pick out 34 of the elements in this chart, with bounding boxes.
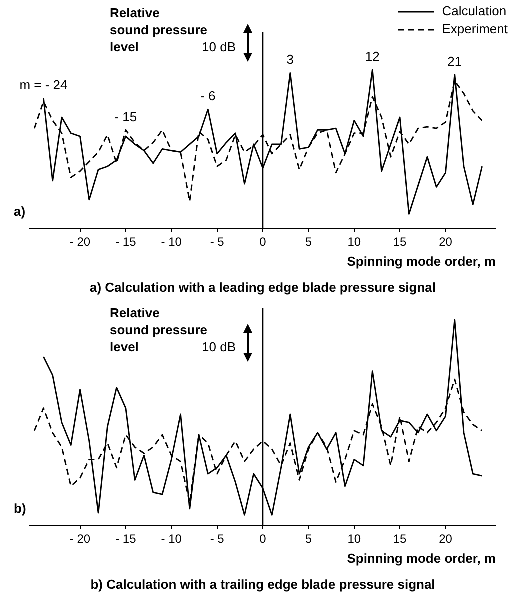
x-tick-label: 5 <box>305 532 312 546</box>
x-tick-label: 5 <box>305 234 312 249</box>
x-tick-label: - 20 <box>70 234 91 249</box>
x-tick-label: 15 <box>393 234 408 249</box>
annotation: - 15 <box>114 109 138 124</box>
annotation: 10 dB <box>202 340 236 355</box>
x-tick-label: 0 <box>260 234 267 249</box>
legend-label: Experiment <box>442 22 508 37</box>
x-tick-label: 15 <box>393 532 408 546</box>
text: 10 dB <box>202 40 236 55</box>
annotation: - 6 <box>200 88 216 104</box>
annotation: 12 <box>365 49 380 64</box>
x-axis-title: Spinning mode order, m <box>347 254 496 270</box>
x-axis-title: Spinning mode order, m <box>347 551 496 566</box>
text: a) <box>14 204 26 219</box>
text: a) Calculation with a leading edge blade pressure signal <box>90 280 436 295</box>
annotation: m = - 24 <box>20 78 68 93</box>
x-tick-label: - 5 <box>210 234 225 249</box>
x-tick-label: 20 <box>439 532 453 546</box>
x-tick-label: - 5 <box>210 532 225 546</box>
text: b) <box>14 500 26 516</box>
annotation: 21 <box>448 54 462 69</box>
x-tick-label: - 10 <box>161 234 182 249</box>
x-tick-label: - 10 <box>161 532 182 546</box>
text: b) Calculation with a trailing edge blade pressure signal <box>90 576 436 592</box>
x-tick-label: - 20 <box>70 532 91 546</box>
x-tick-label: 20 <box>439 234 453 249</box>
x-tick-label: 0 <box>260 532 267 546</box>
legend-label: Calculation <box>442 4 507 19</box>
annotation: 3 <box>286 52 294 68</box>
x-tick-label: 10 <box>348 234 362 249</box>
x-tick-label: 10 <box>348 532 362 546</box>
x-tick-label: - 15 <box>116 234 137 249</box>
x-tick-label: - 15 <box>116 532 137 546</box>
